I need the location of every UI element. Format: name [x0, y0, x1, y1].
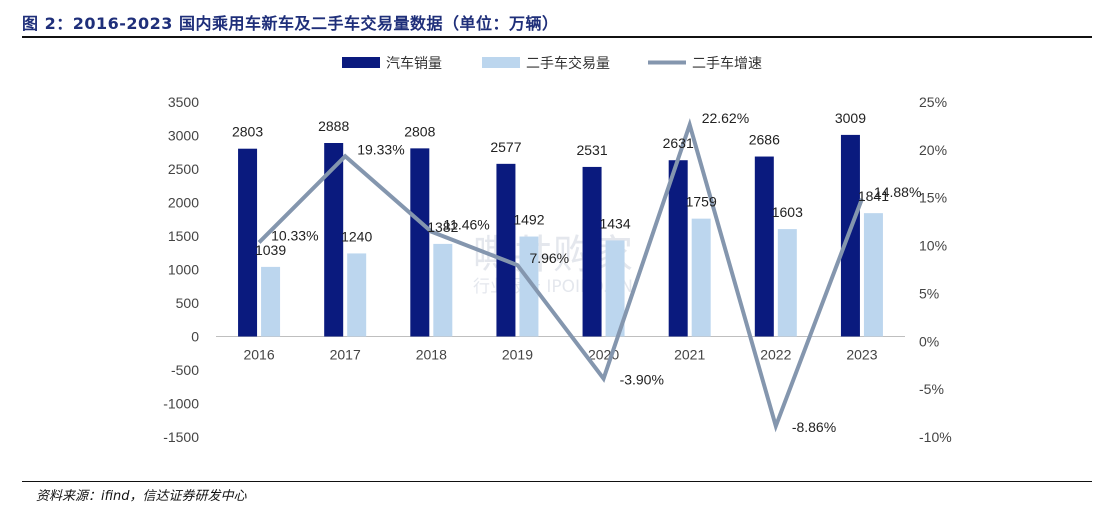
y-right-tick: 25% — [919, 94, 947, 110]
y-right-tick: -5% — [919, 381, 944, 397]
chart-title: 图 2：2016-2023 国内乘用车新车及二手车交易量数据（单位：万辆） — [22, 14, 559, 33]
y-left-tick: 3000 — [168, 128, 199, 144]
legend-swatch-0 — [342, 57, 380, 68]
used-car-label: 1841 — [858, 188, 889, 204]
growth-label: 11.46% — [443, 217, 489, 233]
used-car-label: 1603 — [772, 204, 803, 220]
used-car-bar — [605, 240, 625, 337]
y-right-tick: 0% — [919, 333, 939, 349]
used-car-bar — [261, 266, 281, 337]
y-right-tick: 5% — [919, 285, 939, 301]
used-car-label: 1434 — [599, 215, 630, 231]
new-car-label: 2631 — [663, 135, 694, 151]
new-car-label: 2888 — [318, 118, 349, 134]
y-left-tick: 0 — [191, 329, 199, 345]
new-car-label: 2808 — [404, 123, 435, 139]
y-left-tick: -1000 — [163, 396, 199, 412]
new-car-bar — [582, 166, 602, 337]
growth-label: -8.86% — [792, 419, 836, 435]
y-left-tick: 3500 — [168, 94, 199, 110]
x-tick-label: 2016 — [243, 347, 274, 363]
x-tick-label: 2023 — [846, 347, 877, 363]
used-car-bar — [691, 218, 711, 337]
growth-label: 10.33% — [271, 227, 318, 243]
right-axis: 25% 20% 15% 10% 5% 0% -5% -10% — [919, 94, 952, 445]
used-car-bar — [433, 243, 453, 337]
new-car-bar — [840, 134, 860, 337]
new-car-bar — [668, 160, 688, 337]
y-left-tick: -500 — [171, 362, 199, 378]
y-left-tick: 1500 — [168, 228, 199, 244]
y-right-tick: 10% — [919, 238, 947, 254]
new-car-bar — [496, 163, 516, 337]
x-axis: 2016 2017 2018 2019 2020 2021 2022 2023 — [216, 336, 905, 363]
y-left-tick: -1500 — [163, 429, 199, 445]
new-car-label: 3009 — [835, 110, 866, 126]
y-right-tick: 20% — [919, 142, 947, 158]
used-car-label: 1240 — [341, 228, 372, 244]
new-car-label: 2686 — [749, 132, 780, 148]
new-car-label: 2803 — [232, 124, 263, 140]
growth-label: -3.90% — [620, 372, 664, 388]
y-left-tick: 500 — [176, 295, 200, 311]
growth-label: 14.88% — [874, 184, 921, 200]
chart: 嘶井购家 行业报告 IPOIPO.CN 汽车销量 二手车交易量 二手车增速 3500… — [163, 55, 952, 445]
used-car-label: 1039 — [255, 242, 286, 258]
source-rule — [22, 481, 1092, 482]
legend-swatch-1 — [482, 57, 520, 68]
title-rule — [22, 36, 1092, 38]
growth-label: 7.96% — [529, 250, 569, 266]
growth-line — [257, 118, 864, 433]
growth-line-path — [257, 118, 864, 433]
used-car-label: 1492 — [513, 212, 544, 228]
growth-label: 22.62% — [702, 110, 749, 126]
used-car-label: 1382 — [427, 219, 458, 235]
bars — [238, 134, 883, 337]
new-car-bar — [754, 156, 774, 337]
new-car-bar — [238, 148, 258, 337]
used-car-bar — [519, 236, 539, 337]
x-tick-label: 2022 — [760, 347, 791, 363]
legend-label-1: 二手车交易量 — [526, 55, 610, 72]
source-note: 资料来源：ifind，信达证券研发中心 — [36, 489, 247, 504]
used-car-label: 1759 — [686, 194, 717, 210]
new-car-label: 2577 — [490, 139, 521, 155]
new-car-label: 2531 — [576, 142, 607, 158]
x-tick-label: 2018 — [416, 347, 447, 363]
left-axis: 3500 3000 2500 2000 1500 1000 500 0 -500 -1000 -15… — [163, 94, 199, 445]
x-tick-label: 2019 — [502, 347, 533, 363]
growth-label: 19.33% — [357, 141, 404, 157]
used-car-bar — [777, 229, 797, 337]
new-car-bar — [410, 148, 430, 337]
used-car-bar — [347, 253, 367, 337]
new-car-bar — [324, 143, 344, 337]
y-left-tick: 2000 — [168, 195, 199, 211]
y-right-tick: -10% — [919, 429, 952, 445]
legend-label-2: 二手车增速 — [692, 55, 762, 72]
y-left-tick: 1000 — [168, 262, 199, 278]
y-right-tick: 15% — [919, 190, 947, 206]
legend-label-0: 汽车销量 — [386, 55, 442, 72]
data-labels: 2803 1039 2888 1240 2808 1382 2577 1492 2531 1434… — [232, 110, 921, 435]
legend: 汽车销量 二手车交易量 二手车增速 — [342, 55, 762, 72]
used-car-bar — [863, 213, 883, 337]
x-tick-label: 2017 — [330, 347, 361, 363]
x-tick-label: 2021 — [674, 347, 705, 363]
y-left-tick: 2500 — [168, 161, 199, 177]
